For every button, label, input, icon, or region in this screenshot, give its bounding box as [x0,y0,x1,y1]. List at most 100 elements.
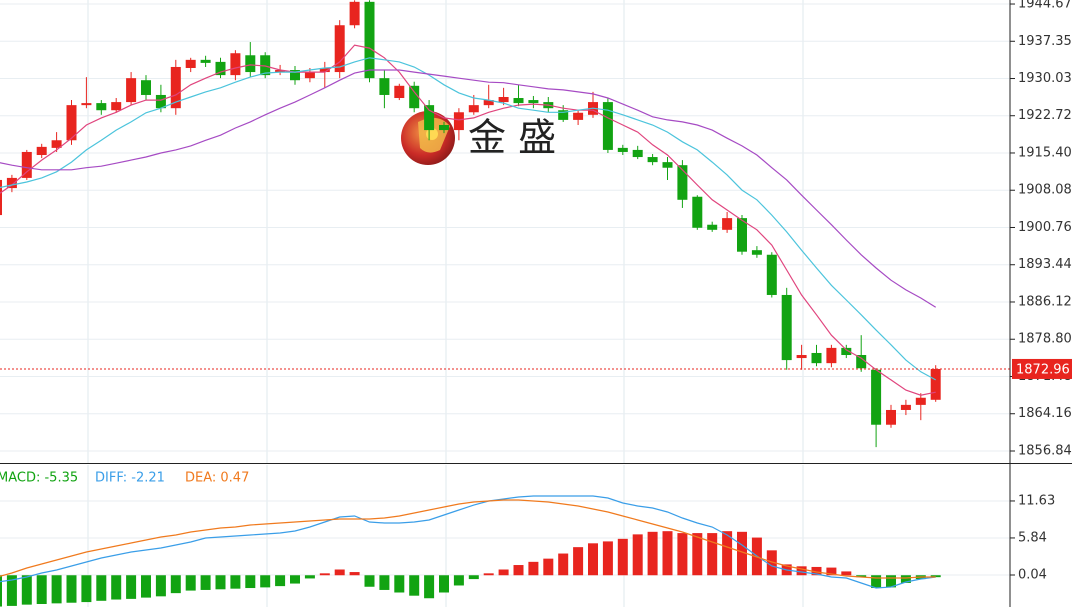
candle-body [275,70,286,73]
candle-body [677,165,688,200]
y-tick-label: 1864.16 [1018,406,1072,421]
candle-body [409,85,420,109]
macd-line [0,499,936,579]
y-tick-label: 1915.40 [1018,145,1072,160]
y-tick-label: 1856.84 [1018,443,1072,458]
macd-bar [155,575,166,597]
candle-body [781,294,792,361]
macd-bar [453,575,464,586]
candle-body [468,105,479,113]
macd-bar [662,531,673,576]
y-tick-label: 1937.35 [1018,34,1072,49]
macd-bar [766,550,777,576]
macd-bar [900,575,911,583]
candle-body [722,218,733,230]
candle-body [36,146,47,156]
candle-body [632,149,643,158]
candle-body [394,85,405,99]
macd-bar [81,575,92,603]
y-tick-label: 1878.80 [1018,332,1072,347]
candle-body [617,147,628,152]
macd-line [0,495,936,589]
macd-bar [21,575,32,605]
candle-body [513,98,524,104]
candle-body [304,72,315,79]
candle-body [21,151,32,178]
macd-bar [96,575,107,601]
candle-body [692,196,703,228]
ma-line [0,69,937,308]
candle-body [811,352,822,364]
macd-bar [349,572,360,576]
candle-body [483,100,494,106]
macd-bar [290,575,300,584]
macd-bar [245,575,256,589]
candle-body [349,1,360,26]
y-tick-label: 1944.67 [1018,0,1072,12]
candle-body [498,96,509,103]
candle-body [230,53,241,76]
candle-body [528,100,539,104]
candle-body [364,1,375,79]
macd-bar [811,566,822,576]
macd-bar [707,533,718,576]
macd-bar [170,575,181,594]
macd-bar [439,575,449,593]
legend-entry: DIFF: -2.21 [95,471,165,486]
macd-bar [364,575,375,587]
candle-body [453,112,464,131]
macd-bar [394,575,405,593]
macd-bar [632,534,643,576]
macd-bar [826,567,837,576]
candle-body [0,179,2,216]
candle-body [856,355,867,369]
macd-bar [185,575,196,591]
macd-bar [260,575,271,588]
macd-bar [36,575,47,604]
candle-body [900,404,911,410]
macd-bar [856,575,867,578]
candle-body [215,61,226,76]
candle-body [111,102,122,111]
macd-bar [692,533,703,576]
macd-bar [200,575,211,590]
macd-bar [617,538,628,576]
candle-body [126,78,137,103]
macd-bar [111,575,122,600]
macd-bar [409,575,420,596]
legend-entry: DEA: 0.47 [185,471,249,486]
macd-bar [602,541,613,576]
candle-body [737,218,747,252]
macd-bar [647,531,658,576]
candle-body [841,347,852,356]
candle-body [766,254,777,295]
macd-bar [0,575,2,607]
macd-bar [677,533,688,576]
ma-line [0,57,936,381]
legend-entry: MACD: -5.35 [0,471,78,486]
plot-layer [0,0,1010,607]
macd-bar [424,575,435,599]
y-tick-label: 5.84 [1018,530,1047,545]
macd-bar [51,575,62,604]
candle-body [707,224,718,230]
last-price-box [1012,358,1072,379]
candle-body [155,94,166,109]
candle-body [662,162,673,168]
candle-body [602,102,613,150]
macd-bar [513,565,524,576]
candle-body [558,110,569,120]
y-tick-label: 0.04 [1018,567,1047,582]
candle-body [245,55,256,73]
candle-body [6,177,17,189]
macd-bar [558,553,569,576]
candle-body [886,409,896,425]
y-tick-label: 1930.03 [1018,71,1072,86]
candle-body [141,80,151,95]
macd-bar [66,575,77,603]
macd-bar [379,575,390,590]
macd-bar [543,558,554,576]
